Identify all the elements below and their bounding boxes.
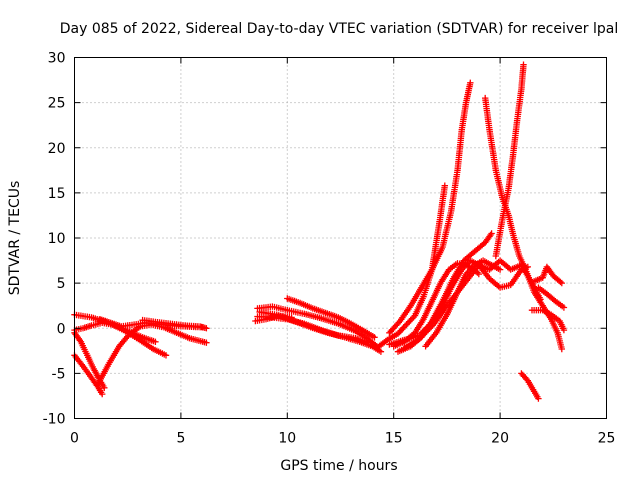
data-point-marker <box>560 304 568 311</box>
y-tick-label: 25 <box>48 96 66 112</box>
y-tick-label: 5 <box>57 276 66 292</box>
y-tick-label: 10 <box>48 231 66 247</box>
x-tick-label: 5 <box>176 431 185 447</box>
data-point-marker <box>371 334 378 341</box>
series-trace-07 <box>139 316 210 332</box>
data-point-marker <box>203 339 210 346</box>
x-tick-label: 20 <box>491 431 509 447</box>
data-point-marker <box>488 230 495 237</box>
y-tick-label: 0 <box>57 321 66 337</box>
data-point-marker <box>203 325 210 332</box>
data-point-marker <box>152 338 159 345</box>
data-point-marker <box>535 395 542 402</box>
series-trace-02 <box>71 329 108 391</box>
series-trace-17 <box>386 257 531 348</box>
data-point-marker <box>475 270 482 278</box>
series-trace-23 <box>528 307 568 334</box>
data-point-marker <box>441 182 448 189</box>
series-trace-24 <box>530 263 565 287</box>
x-tick-label: 10 <box>278 431 296 447</box>
data-point-marker <box>560 326 568 334</box>
series-trace-25 <box>535 284 568 311</box>
series-trace-19 <box>422 257 504 350</box>
x-tick-label: 25 <box>598 431 616 447</box>
chart-title: Day 085 of 2022, Sidereal Day-to-day VTE… <box>60 21 618 37</box>
x-tick-label: 15 <box>385 431 403 447</box>
plot-frame <box>74 57 607 419</box>
axis-ticks: 0 5 10 15 20 25 -10 -5 0 5 10 15 20 25 30 <box>43 51 616 447</box>
y-tick-label: -5 <box>52 366 66 382</box>
y-tick-label: 30 <box>48 51 66 67</box>
series-trace-14 <box>386 79 474 336</box>
y-tick-label: -10 <box>43 412 66 428</box>
series-trace-12 <box>252 312 295 325</box>
series-trace-13 <box>373 182 448 352</box>
series-trace-20 <box>482 94 565 353</box>
data-point-marker <box>496 266 504 273</box>
data-point-marker <box>162 352 170 359</box>
data-point-marker <box>558 345 565 353</box>
series-trace-22 <box>518 370 542 402</box>
data-point-marker <box>101 384 108 391</box>
y-tick-label: 20 <box>48 141 66 157</box>
x-axis-label: GPS time / hours <box>280 458 397 474</box>
grid-lines <box>74 57 607 419</box>
data-point-marker <box>558 279 565 287</box>
series-trace-21 <box>492 61 527 260</box>
series-trace-05 <box>94 321 210 388</box>
data-point-marker <box>520 61 527 68</box>
data-point-marker <box>288 314 295 321</box>
data-point-marker <box>377 348 385 355</box>
series-trace-11 <box>284 295 378 341</box>
data-point-marker <box>467 79 474 86</box>
y-tick-label: 15 <box>48 186 66 202</box>
data-marks <box>71 61 568 402</box>
y-axis-label: SDTVAR / TECUs <box>7 181 23 296</box>
data-point-marker <box>99 390 106 398</box>
x-tick-label: 0 <box>70 431 79 447</box>
data-point-marker <box>557 278 564 286</box>
